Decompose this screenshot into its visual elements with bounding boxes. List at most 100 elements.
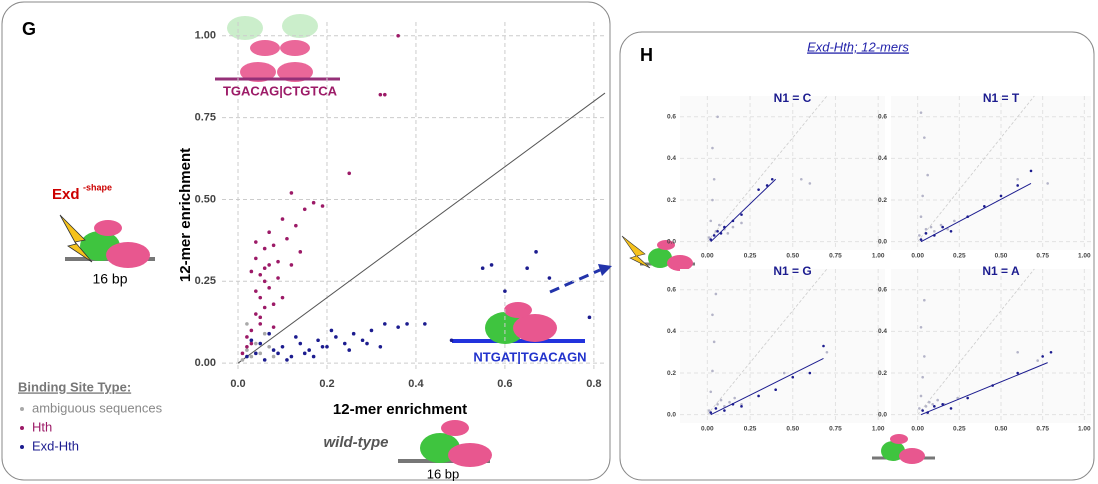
point	[379, 93, 383, 97]
y-tick-label: 0.00	[195, 357, 216, 369]
y-tick-label: 0.4	[878, 328, 887, 335]
point	[920, 215, 923, 218]
point	[713, 178, 716, 181]
point	[923, 136, 926, 139]
x-tick-label: 0.75	[829, 426, 842, 433]
point	[716, 230, 719, 233]
x-tick-label: 0.50	[995, 253, 1008, 260]
point	[940, 224, 943, 227]
point	[740, 222, 743, 225]
point	[774, 388, 777, 391]
point	[921, 409, 924, 412]
y-tick-label: 0.4	[878, 155, 887, 162]
point	[258, 316, 262, 320]
x-tick-label: 0.8	[586, 378, 601, 390]
point	[263, 306, 267, 310]
y-tick-label: 1.00	[195, 30, 216, 42]
point	[709, 411, 712, 414]
x-tick-label: 0.00	[701, 253, 714, 260]
x-tick-label: 0.00	[911, 426, 924, 433]
point	[272, 302, 276, 306]
point	[263, 266, 267, 270]
y-tick-label: 0.6	[667, 287, 676, 294]
point	[826, 351, 829, 354]
y-tick-label: 0.25	[195, 275, 216, 287]
point	[330, 329, 334, 333]
point	[272, 348, 276, 352]
x-tick-label: 0.75	[1036, 253, 1049, 260]
point	[272, 325, 276, 329]
legend-marker	[20, 426, 24, 430]
point	[383, 322, 387, 326]
x-tick-label: 1.00	[1078, 426, 1091, 433]
panel-title: N1 = C	[774, 91, 812, 105]
annotation: 16 bp	[427, 466, 460, 481]
point	[534, 250, 538, 254]
x-tick-label: 0.00	[911, 253, 924, 260]
y-tick-label: 0.4	[667, 328, 676, 335]
point	[931, 403, 934, 406]
point	[263, 247, 267, 251]
panel-title: N1 = A	[982, 264, 1020, 278]
point	[245, 335, 249, 339]
cartoon-wild-type	[398, 420, 492, 467]
point	[285, 237, 289, 241]
point	[709, 390, 712, 393]
point	[548, 276, 552, 280]
point	[740, 405, 743, 408]
x-tick-label: 0.25	[953, 426, 966, 433]
x-tick-label: 0.50	[786, 426, 799, 433]
plot-bg	[891, 96, 1091, 250]
point	[728, 401, 731, 404]
point	[263, 280, 267, 284]
point	[396, 34, 400, 38]
point	[298, 342, 302, 346]
point	[923, 299, 926, 302]
y-tick-label: 0.6	[878, 114, 887, 121]
x-tick-label: 1.00	[872, 253, 885, 260]
y-tick-label: 0.4	[667, 155, 676, 162]
annotation: wild-type	[323, 434, 388, 451]
point	[708, 236, 711, 239]
y-axis-label: 12-mer enrichment	[177, 148, 194, 282]
panel-label: G	[22, 19, 36, 39]
point	[263, 332, 267, 336]
point	[290, 191, 294, 195]
point	[272, 355, 276, 359]
cartoon-exd-hth	[452, 264, 612, 344]
point	[713, 341, 716, 344]
point	[267, 286, 271, 290]
point	[718, 224, 721, 227]
point	[525, 266, 529, 270]
point	[1000, 195, 1003, 198]
plot-bg	[680, 269, 885, 423]
point	[258, 352, 262, 356]
point	[715, 293, 718, 296]
point	[1016, 184, 1019, 187]
y-tick-label: 0.0	[667, 238, 676, 245]
point	[250, 342, 254, 346]
point	[254, 240, 258, 244]
point	[254, 312, 258, 316]
point	[1036, 359, 1039, 362]
point	[352, 332, 356, 336]
point	[928, 401, 931, 404]
point	[720, 399, 723, 402]
point	[809, 182, 812, 185]
point	[250, 329, 254, 333]
annotation: Exd	[52, 186, 80, 203]
panel-title: Exd-Hth; 12-mers	[807, 39, 909, 54]
point	[254, 289, 258, 293]
point	[361, 338, 365, 342]
y-tick-label: 0.6	[667, 114, 676, 121]
point	[290, 355, 294, 359]
point	[405, 322, 409, 326]
point	[920, 238, 923, 241]
point	[936, 399, 939, 402]
point	[276, 276, 280, 280]
point	[370, 329, 374, 333]
y-tick-label: 0.2	[878, 197, 887, 204]
point	[822, 345, 825, 348]
point	[1030, 170, 1033, 173]
x-tick-label: 0.75	[1036, 426, 1049, 433]
